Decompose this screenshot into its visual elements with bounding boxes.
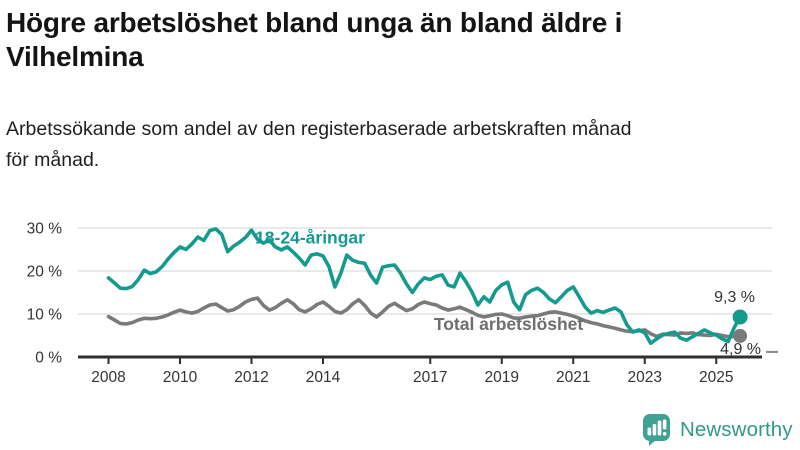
chart-title: Högre arbetslöshet bland unga än bland ä… — [6, 6, 786, 73]
line-chart: 0 % 10 % 20 % 30 % 2008 2010 2012 2014 2017 2019 2… — [27, 221, 779, 386]
x-axis-tick-label: 2025 — [699, 369, 733, 386]
end-value-label-youth: 9,3 % — [714, 289, 755, 306]
series-end-dot-youth — [732, 309, 748, 325]
end-value-label-total: 4,9 % — [720, 341, 761, 358]
series-label: Total arbetslöshet — [434, 314, 584, 334]
x-axis-tick-label: 2019 — [485, 369, 519, 386]
chart-subtitle-line2: för månad. — [6, 149, 100, 172]
x-axis-tick-label: 2023 — [628, 369, 662, 386]
chart-title-line2: Vilhelmina — [6, 40, 144, 72]
series-line-total — [106, 296, 742, 339]
series-line-youth — [106, 227, 742, 346]
newsworthy-bubble-icon — [643, 414, 670, 446]
chart-title-line1: Högre arbetslöshet bland unga än bland ä… — [6, 7, 623, 38]
series-label: 18-24-åringar — [255, 227, 365, 247]
x-axis-tick-label: 2017 — [413, 369, 447, 386]
series-end-dot-total — [733, 328, 748, 343]
newsworthy-wordmark: Newsworthy — [680, 418, 793, 441]
x-axis-tick-label: 2014 — [306, 369, 341, 386]
y-axis-tick-label: 30 % — [27, 221, 63, 238]
chart-subtitle-line1: Arbetssökande som andel av den registerb… — [6, 118, 632, 140]
x-axis-tick-label: 2008 — [91, 369, 125, 386]
y-axis-tick-label: 10 % — [27, 307, 63, 324]
y-axis-tick-label: 20 % — [27, 264, 63, 281]
x-axis-tick-label: 2021 — [556, 369, 590, 386]
x-axis-tick-label: 2010 — [163, 369, 198, 386]
chart-subtitle: Arbetssökande som andel av den registerb… — [6, 114, 786, 176]
y-axis-tick-label: 0 % — [35, 350, 62, 367]
x-axis-tick-label: 2012 — [234, 369, 268, 386]
newsworthy-logo: Newsworthy — [642, 413, 793, 447]
